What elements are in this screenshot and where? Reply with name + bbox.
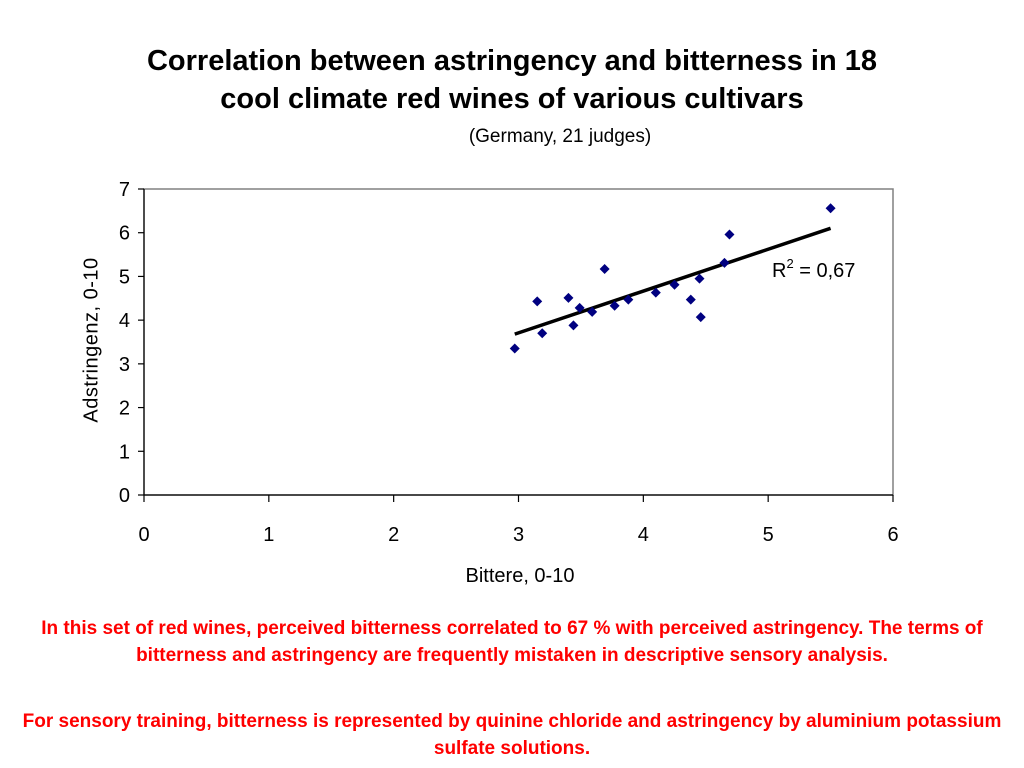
data-point <box>825 203 836 214</box>
data-point <box>623 294 634 305</box>
y-tick-label: 2 <box>119 398 130 420</box>
x-tick-label: 5 <box>763 524 774 546</box>
data-point <box>532 296 543 307</box>
data-point <box>719 257 730 268</box>
data-point <box>694 273 705 284</box>
x-axis-title: Bittere, 0-10 <box>465 565 575 587</box>
y-tick-label: 0 <box>119 485 130 507</box>
x-tick-label: 0 <box>138 524 149 546</box>
y-tick-label: 3 <box>119 354 130 376</box>
chart-title-line-2: cool climate red wines of various cultiv… <box>220 83 804 115</box>
data-point <box>669 279 680 290</box>
data-points <box>509 203 836 354</box>
data-point <box>568 320 579 331</box>
data-point <box>609 300 620 311</box>
axes: 0 1 2 3 4 5 6 7 0 1 2 3 4 5 6 <box>119 179 899 546</box>
data-point <box>574 302 585 313</box>
x-tick-label: 1 <box>263 524 274 546</box>
data-point <box>685 294 696 305</box>
data-point <box>537 328 548 339</box>
data-point <box>695 312 706 323</box>
note-paragraph-1: In this set of red wines, perceived bitt… <box>41 618 983 666</box>
data-point <box>509 343 520 354</box>
data-point <box>724 229 735 240</box>
y-axis-title: Adstringenz, 0-10 <box>80 257 103 423</box>
data-point <box>599 263 610 274</box>
chart-title-line-1: Correlation between astringency and bitt… <box>146 45 878 77</box>
data-point <box>563 292 574 303</box>
data-point <box>650 287 661 298</box>
y-tick-label: 4 <box>119 310 130 332</box>
r2-prefix: R <box>772 260 787 282</box>
y-tick-label: 6 <box>119 223 130 245</box>
r2-superscript: 2 <box>786 256 794 271</box>
x-tick-label: 6 <box>887 524 898 546</box>
x-tick-label: 3 <box>513 524 524 546</box>
plot-area-frame <box>143 188 894 496</box>
x-tick-label: 2 <box>388 524 399 546</box>
y-tick-label: 1 <box>119 441 130 463</box>
note-paragraph-2: For sensory training, bitterness is repr… <box>22 711 1002 759</box>
chart-subtitle: (Germany, 21 judges) <box>468 126 652 147</box>
x-tick-label: 4 <box>638 524 649 546</box>
trendline <box>514 226 832 336</box>
data-point <box>587 306 598 317</box>
chart-title: Correlation between astringency and bitt… <box>0 42 1024 118</box>
y-tick-label: 5 <box>119 266 130 288</box>
y-tick-label: 7 <box>119 179 130 201</box>
r-squared-label: R2 = 0,67 <box>772 256 855 283</box>
r2-value: = 0,67 <box>793 260 856 282</box>
trendline-group <box>514 226 832 336</box>
